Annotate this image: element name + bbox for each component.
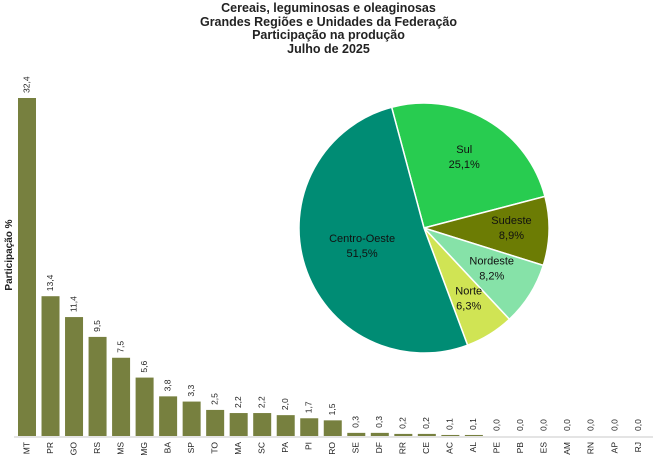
bar-SE	[347, 432, 366, 436]
category-label-SE: SE	[351, 442, 361, 454]
bar-AL	[464, 434, 483, 436]
value-label-TO: 2,5	[209, 393, 219, 405]
pie-slice-sul	[390, 102, 546, 229]
category-label-AP: AP	[609, 442, 619, 454]
bar-RR	[394, 433, 413, 436]
value-label-MT: 32,4	[21, 76, 31, 93]
title-line-4: Julho de 2025	[287, 41, 370, 56]
pie-label-sul: Sul	[456, 144, 472, 156]
category-label-PA: PA	[280, 442, 290, 453]
category-label-AC: AC	[445, 442, 455, 454]
y-axis-label: Participação %	[4, 219, 15, 290]
value-label-PE: 0,0	[492, 419, 502, 431]
bar-RS	[88, 336, 107, 436]
category-label-MS: MS	[115, 442, 125, 455]
value-label-AL: 0,1	[468, 418, 478, 430]
category-label-PB: PB	[515, 442, 525, 454]
category-label-DF: DF	[374, 442, 384, 453]
category-label-PI: PI	[303, 442, 313, 450]
title-line-3: Participação na produção	[252, 28, 405, 42]
pie-chart: Sul 25,1% Sudeste 8,9% Nordeste 8,2% Norte 6,3%…	[298, 102, 550, 354]
bar-RO	[323, 420, 342, 436]
value-label-SP: 3,3	[186, 384, 196, 396]
category-label-AL: AL	[468, 442, 478, 453]
value-label-MA: 2,2	[233, 396, 243, 408]
category-label-RJ: RJ	[633, 442, 643, 452]
pie-slice-centro-oeste	[298, 106, 469, 354]
bar-CE	[417, 433, 436, 436]
category-label-SC: SC	[256, 442, 266, 454]
category-label-CE: CE	[421, 442, 431, 454]
value-label-PA: 2,0	[280, 398, 290, 410]
value-label-DF: 0,3	[374, 416, 384, 428]
value-label-AM: 0,0	[562, 419, 572, 431]
bar-PI	[300, 418, 319, 436]
value-label-PB: 0,0	[515, 419, 525, 431]
category-label-AM: AM	[562, 442, 572, 455]
pie-value-centro-oeste: 51,5%	[346, 248, 377, 260]
value-label-RR: 0,2	[398, 417, 408, 429]
category-label-SP: SP	[186, 442, 196, 454]
bar-chart: Participação % 32,4 MT 13,4 PR 11,4 GO 9,5 RS 7,…	[4, 76, 653, 456]
value-label-BA: 3,8	[162, 379, 172, 391]
bar-BA	[159, 396, 178, 436]
pie-value-norte: 6,3%	[456, 300, 481, 312]
category-label-MT: MT	[21, 442, 31, 454]
bar-GO	[65, 317, 84, 436]
category-label-RO: RO	[327, 442, 337, 455]
category-label-TO: TO	[209, 442, 219, 454]
value-label-AC: 0,1	[445, 418, 455, 430]
value-label-MS: 7,5	[115, 341, 125, 353]
pie-label-nordeste: Nordeste	[469, 256, 514, 268]
category-label-MA: MA	[233, 442, 243, 455]
value-label-ES: 0,0	[539, 419, 549, 431]
value-label-RO: 1,5	[327, 403, 337, 415]
value-label-SE: 0,3	[351, 416, 361, 428]
bar-SC	[253, 413, 272, 436]
pie-label-centro-oeste: Centro-Oeste	[329, 233, 395, 245]
bar-AC	[441, 434, 460, 436]
bar-PR	[41, 296, 60, 436]
category-label-PR: PR	[45, 442, 55, 454]
category-label-RN: RN	[586, 442, 596, 454]
bar-MG	[135, 377, 154, 436]
bar-MT	[18, 98, 36, 436]
bar-SP	[182, 401, 201, 436]
pie-label-norte: Norte	[455, 285, 482, 297]
value-label-RS: 9,5	[92, 320, 102, 332]
category-label-MG: MG	[139, 442, 149, 456]
category-label-RR: RR	[398, 442, 408, 454]
category-label-ES: ES	[539, 442, 549, 454]
pie-value-sudeste: 8,9%	[499, 230, 524, 242]
pie-value-sul: 25,1%	[449, 159, 480, 171]
category-label-RS: RS	[92, 442, 102, 454]
title-line-2: Grandes Regiões e Unidades da Federação	[199, 14, 458, 29]
value-label-AP: 0,0	[609, 419, 619, 431]
value-label-PI: 1,7	[303, 401, 313, 413]
pie-value-nordeste: 8,2%	[479, 271, 504, 283]
bar-series: 32,4 MT 13,4 PR 11,4 GO 9,5 RS 7,5 MS 5,6 MG 3,8 BA 3,…	[18, 76, 643, 456]
category-label-GO: GO	[68, 442, 78, 456]
category-label-BA: BA	[162, 442, 172, 454]
bar-TO	[206, 409, 225, 436]
bar-MA	[229, 413, 248, 436]
value-label-RN: 0,0	[586, 419, 596, 431]
value-label-CE: 0,2	[421, 417, 431, 429]
bar-DF	[370, 432, 389, 436]
bar-PA	[276, 415, 295, 436]
chart-title: Cereais, leguminosas e oleaginosas Grand…	[0, 1, 657, 56]
value-label-MG: 5,6	[139, 360, 149, 372]
value-label-PR: 13,4	[45, 274, 55, 291]
pie-label-sudeste: Sudeste	[491, 215, 531, 227]
category-label-PE: PE	[492, 442, 502, 454]
value-label-SC: 2,2	[256, 396, 266, 408]
title-line-1: Cereais, leguminosas e oleaginosas	[221, 1, 436, 15]
value-label-RJ: 0,0	[633, 419, 643, 431]
bar-MS	[112, 357, 131, 436]
value-label-GO: 11,4	[68, 296, 78, 312]
